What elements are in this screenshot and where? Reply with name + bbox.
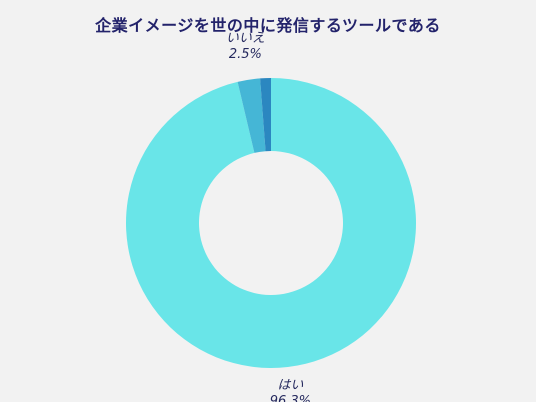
slice-1 — [237, 78, 266, 153]
slice-label-0: はい — [277, 378, 303, 393]
slice-0 — [126, 78, 417, 368]
chart-title: 企業イメージを世の中に発信するツールである — [95, 16, 441, 35]
slice-2 — [260, 78, 271, 152]
slice-value-1: 2.5% — [229, 47, 262, 62]
slice-group — [126, 78, 417, 368]
slice-value-0: 96.3% — [270, 394, 311, 402]
slice-label-1: いいえ — [226, 31, 265, 46]
